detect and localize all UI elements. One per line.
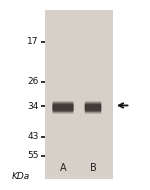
- FancyBboxPatch shape: [85, 101, 101, 110]
- Text: 43: 43: [27, 132, 39, 141]
- FancyBboxPatch shape: [52, 101, 74, 110]
- FancyBboxPatch shape: [52, 104, 74, 112]
- FancyBboxPatch shape: [45, 10, 112, 179]
- Text: 17: 17: [27, 37, 39, 46]
- Text: 34: 34: [27, 102, 39, 111]
- Text: A: A: [60, 163, 66, 173]
- Text: B: B: [90, 163, 96, 173]
- Text: 55: 55: [27, 151, 39, 160]
- FancyBboxPatch shape: [85, 105, 101, 114]
- FancyBboxPatch shape: [52, 105, 74, 114]
- FancyBboxPatch shape: [85, 104, 101, 112]
- Text: KDa: KDa: [12, 172, 30, 181]
- Text: 26: 26: [27, 77, 39, 86]
